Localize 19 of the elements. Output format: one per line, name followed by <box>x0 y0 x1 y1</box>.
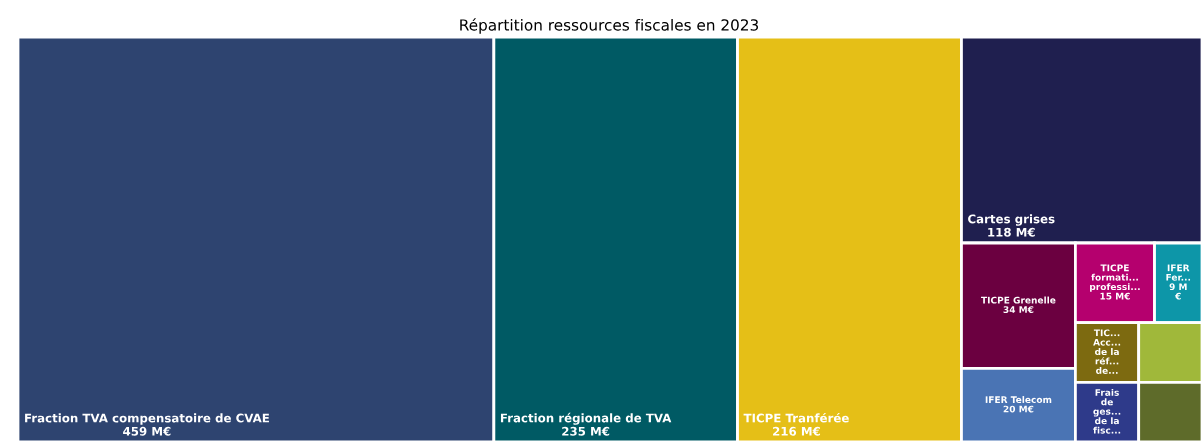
data-label: 20 M€ <box>1003 405 1034 413</box>
data-label: 216 M€ <box>773 426 821 436</box>
data-label: 9 M € <box>1169 283 1187 300</box>
category-label: IFER Fer... <box>1166 264 1191 281</box>
category-label: TIC... Acc... de la réf... de... <box>1093 329 1121 374</box>
data-label: 15 M€ <box>1100 292 1130 300</box>
text: Répartition ressources fiscales en 2023 <box>460 18 759 34</box>
category-label: Frais de ges... de la fisc... <box>1093 388 1121 434</box>
category-label: IFER Telecom <box>985 396 1052 404</box>
data-label: 459 M€ <box>123 426 171 436</box>
category-label: TICPE formati... professi... <box>1090 264 1140 292</box>
category-label: TICPE Tranférée <box>743 412 849 423</box>
data-label: 34 M€ <box>1003 306 1034 313</box>
data-label: 235 M€ <box>562 426 610 436</box>
category-label: Cartes grises <box>968 214 1055 226</box>
category-label: Fraction régionale de TVA <box>500 412 672 425</box>
category-label: TICPE Grenelle <box>981 296 1056 304</box>
data-label: 118 M€ <box>988 227 1035 237</box>
category-label: Fraction TVA compensatoire de CVAE <box>25 413 269 425</box>
